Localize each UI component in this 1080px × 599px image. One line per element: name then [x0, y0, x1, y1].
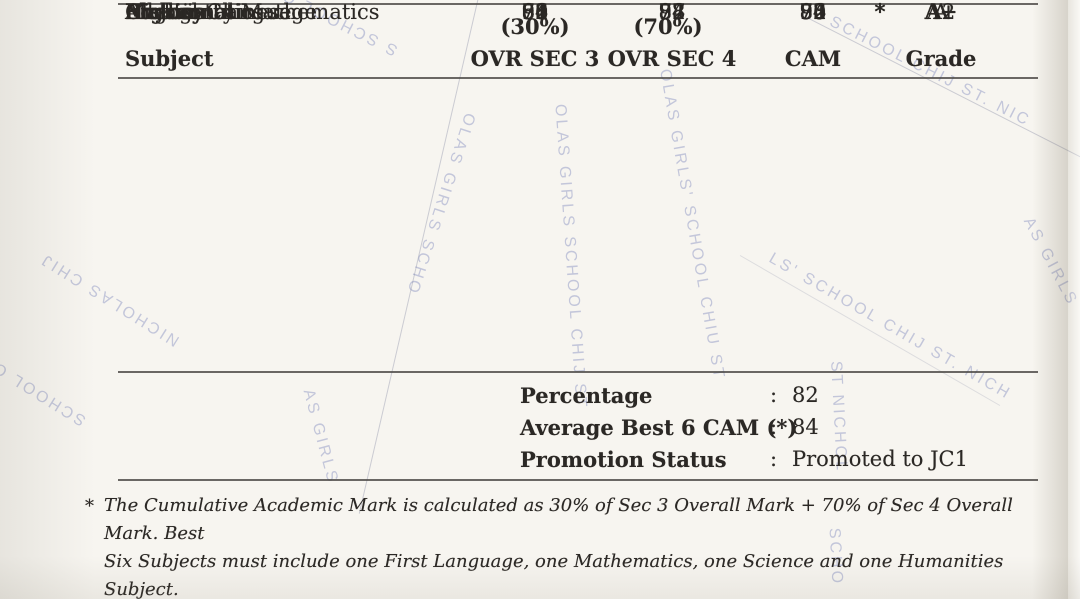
grade-value: A+ [924, 0, 958, 24]
ovr-sec3-mark: 66 [521, 0, 549, 24]
footnote-line-1: The Cumulative Academic Mark is calculat… [104, 495, 1013, 544]
grade-value: A+ [924, 0, 958, 24]
cam-mark: 84 [799, 0, 827, 24]
cam-mark: 72 [799, 0, 827, 24]
table-row: Additional Mathematics 92 92 92 * A+ [0, 0, 1080, 30]
table-row: Physics 74 87 84 A+ [0, 0, 1080, 30]
header-weight-sec4: (70%) [633, 14, 703, 39]
best6-asterisk: * [874, 0, 886, 24]
summary-separator: : [770, 447, 778, 471]
ovr-sec3-mark: 74 [521, 0, 549, 24]
summary-label: Percentage [520, 383, 653, 408]
subject-name: Additional Mathematics [125, 0, 380, 24]
subject-name: Mathematics [125, 0, 264, 24]
ovr-sec4-mark: 87 [658, 0, 686, 24]
subject-name: Chemistry [125, 0, 235, 24]
best6-asterisk: * [874, 0, 886, 24]
table-header-rule [118, 77, 1038, 79]
grade-value: A [933, 0, 949, 24]
ovr-sec4-mark: 88 [658, 0, 686, 24]
grade-value: A2 [926, 0, 956, 24]
table-row: Chemistry 80 87 85 * A+ [0, 0, 1080, 30]
table-row: English Language 68 73 72 A [0, 0, 1080, 30]
footnote-line-2: Six Subjects must include one First Lang… [104, 551, 1004, 599]
header-ovr-sec4: OVR SEC 4 [607, 46, 737, 71]
subject-name: Biology [125, 0, 205, 24]
ovr-sec3-mark: 80 [521, 0, 549, 24]
header-grade: Grade [905, 46, 977, 71]
table-row: Higher Chinese 71 74 73 * A2 [0, 0, 1080, 30]
ovr-sec3-mark: 93 [521, 0, 549, 24]
cam-mark: 73 [799, 0, 827, 24]
summary-separator: : [770, 383, 778, 407]
summary-separator: : [770, 415, 778, 439]
cam-mark: 85 [799, 0, 827, 24]
grade-value: A+ [924, 0, 958, 24]
best6-asterisk: * [874, 0, 886, 24]
subject-name: Higher Chinese [125, 0, 292, 24]
cam-mark: 90 [799, 0, 827, 24]
best6-asterisk: * [874, 0, 886, 24]
summary-label: Promotion Status [520, 447, 727, 472]
grade-value: A+ [924, 0, 958, 24]
best6-asterisk: * [874, 0, 886, 24]
best6-asterisk: * [874, 0, 886, 24]
table-row: Mathematics 93 88 90 * A+ [0, 0, 1080, 30]
summary-value: 84 [792, 415, 819, 439]
summary-row-average-best6: Average Best 6 CAM (*) : 84 [0, 415, 1080, 445]
summary-row-promotion-status: Promotion Status : Promoted to JC1 [0, 447, 1080, 477]
ovr-sec3-mark: 92 [521, 0, 549, 24]
cam-mark: 74 [799, 0, 827, 24]
ovr-sec3-mark: 71 [521, 0, 549, 24]
cam-mark: 86 [799, 0, 827, 24]
ovr-sec3-mark: 80 [521, 0, 549, 24]
grade-value: A+ [924, 0, 958, 24]
table-bottom-rule [118, 479, 1038, 481]
table-body-rule [118, 371, 1038, 373]
cam-mark: 92 [799, 0, 827, 24]
subject-name: Physics [125, 0, 205, 24]
header-subject: Subject [125, 46, 214, 71]
ovr-sec4-mark: 88 [658, 0, 686, 24]
header-weight-sec3: (30%) [500, 14, 570, 39]
summary-row-percentage: Percentage : 82 [0, 383, 1080, 413]
ovr-sec4-mark: 73 [658, 0, 686, 24]
ovr-sec4-mark: 92 [658, 0, 686, 24]
table-row: Biology 80 88 86 * A+ [0, 0, 1080, 30]
subject-name: History [125, 0, 204, 24]
ovr-sec4-mark: 74 [658, 0, 686, 24]
grade-value: A [933, 0, 949, 24]
summary-value: Promoted to JC1 [792, 447, 968, 471]
summary-value: 82 [792, 383, 819, 407]
ovr-sec4-mark: 77 [658, 0, 686, 24]
footnote: * The Cumulative Academic Mark is calcul… [85, 492, 1035, 599]
header-cam: CAM [784, 46, 842, 71]
ovr-sec4-mark: 87 [658, 0, 686, 24]
summary-label: Average Best 6 CAM (*) [520, 415, 798, 440]
table-row: History 66 77 74 * A [0, 0, 1080, 30]
footnote-asterisk: * [85, 496, 94, 517]
table-top-rule [118, 3, 1038, 5]
subject-name: English Language [125, 0, 318, 24]
ovr-sec3-mark: 68 [521, 0, 549, 24]
header-ovr-sec3: OVR SEC 3 [470, 46, 600, 71]
